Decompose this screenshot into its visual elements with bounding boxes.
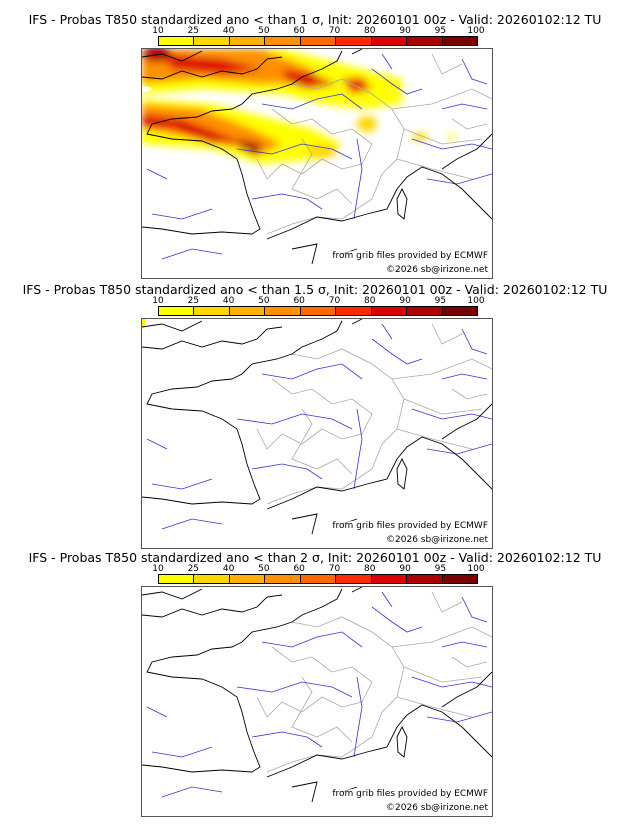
- colorbar-swatch: [442, 575, 477, 583]
- tick-label: 10: [152, 26, 164, 36]
- tick-label: 25: [187, 26, 200, 36]
- colorbar-swatch: [336, 307, 372, 315]
- map-panel-2sigma: IFS - Probas T850 standardized ano < tha…: [0, 550, 630, 820]
- colorbar-swatch: [159, 575, 195, 583]
- probability-shading: [142, 49, 492, 265]
- colorbar-swatch: [336, 37, 372, 45]
- probability-shading: [142, 587, 492, 803]
- tick-label: 80: [364, 26, 376, 36]
- colorbar-swatch: [300, 307, 337, 315]
- panel-title: IFS - Probas T850 standardized ano < tha…: [28, 12, 602, 27]
- colorbar-swatch: [407, 575, 443, 583]
- colorbar-swatch: [229, 307, 266, 315]
- colorbar-ticks: 10 25 40 50 60 70 80 90 95 100: [152, 26, 484, 36]
- copyright-credit: ©2026 sb@irizone.net: [386, 265, 488, 275]
- colorbar-swatch: [159, 37, 195, 45]
- colorbar-ticks: 10 25 40 50 60 70 80 90 95 100: [152, 296, 484, 306]
- colorbar-swatch: [442, 307, 477, 315]
- colorbar-swatch: [371, 307, 408, 315]
- tick-label: 100: [467, 564, 485, 574]
- tick-label: 90: [399, 26, 411, 36]
- colorbar-swatch: [229, 575, 266, 583]
- colorbar-swatch: [336, 575, 372, 583]
- tick-label: 80: [364, 564, 376, 574]
- source-credit: from grib files provided by ECMWF: [332, 251, 488, 261]
- tick-label: 70: [328, 564, 341, 574]
- colorbar-ticks: 10 25 40 50 60 70 80 90 95 100: [152, 564, 484, 574]
- tick-label: 100: [467, 26, 485, 36]
- map-panel-1sigma: IFS - Probas T850 standardized ano < tha…: [0, 12, 630, 282]
- tick-label: 50: [258, 296, 270, 306]
- colorbar-swatch: [407, 307, 443, 315]
- colorbar-swatch: [407, 37, 443, 45]
- colorbar-swatch: [265, 307, 301, 315]
- colorbar: [158, 574, 478, 584]
- colorbar-swatch: [229, 37, 266, 45]
- panel-title: IFS - Probas T850 standardized ano < tha…: [22, 282, 608, 297]
- tick-label: 100: [467, 296, 485, 306]
- source-credit: from grib files provided by ECMWF: [332, 789, 488, 799]
- tick-label: 25: [187, 564, 200, 574]
- colorbar-swatch: [194, 575, 230, 583]
- colorbar-swatch: [159, 307, 195, 315]
- colorbar-swatch: [371, 37, 408, 45]
- probability-map: from grib files provided by ECMWF ©2026 …: [141, 586, 493, 817]
- probability-map: from grib files provided by ECMWF ©2026 …: [141, 48, 493, 279]
- tick-label: 60: [293, 296, 305, 306]
- source-credit: from grib files provided by ECMWF: [332, 521, 488, 531]
- tick-label: 80: [364, 296, 376, 306]
- tick-label: 95: [434, 296, 447, 306]
- tick-label: 40: [222, 296, 235, 306]
- tick-label: 10: [152, 564, 164, 574]
- map-panel-1-5sigma: IFS - Probas T850 standardized ano < tha…: [0, 282, 630, 552]
- tick-label: 90: [399, 564, 411, 574]
- tick-label: 95: [434, 26, 447, 36]
- tick-label: 50: [258, 564, 270, 574]
- tick-label: 25: [187, 296, 200, 306]
- tick-label: 90: [399, 296, 411, 306]
- copyright-credit: ©2026 sb@irizone.net: [386, 803, 488, 813]
- tick-label: 10: [152, 296, 164, 306]
- probability-shading: [142, 319, 492, 535]
- colorbar-swatch: [300, 37, 337, 45]
- colorbar-swatch: [442, 37, 477, 45]
- tick-label: 40: [222, 564, 235, 574]
- colorbar-swatch: [194, 37, 230, 45]
- copyright-credit: ©2026 sb@irizone.net: [386, 535, 488, 545]
- colorbar-swatch: [265, 37, 301, 45]
- panel-title: IFS - Probas T850 standardized ano < tha…: [28, 550, 602, 565]
- probability-map: from grib files provided by ECMWF ©2026 …: [141, 318, 493, 549]
- tick-label: 70: [328, 26, 341, 36]
- colorbar-swatch: [300, 575, 337, 583]
- tick-label: 60: [293, 26, 305, 36]
- tick-label: 50: [258, 26, 270, 36]
- colorbar-swatch: [371, 575, 408, 583]
- tick-label: 60: [293, 564, 305, 574]
- tick-label: 40: [222, 26, 235, 36]
- colorbar: [158, 306, 478, 316]
- colorbar: [158, 36, 478, 46]
- tick-label: 70: [328, 296, 341, 306]
- tick-label: 95: [434, 564, 447, 574]
- colorbar-swatch: [265, 575, 301, 583]
- colorbar-swatch: [194, 307, 230, 315]
